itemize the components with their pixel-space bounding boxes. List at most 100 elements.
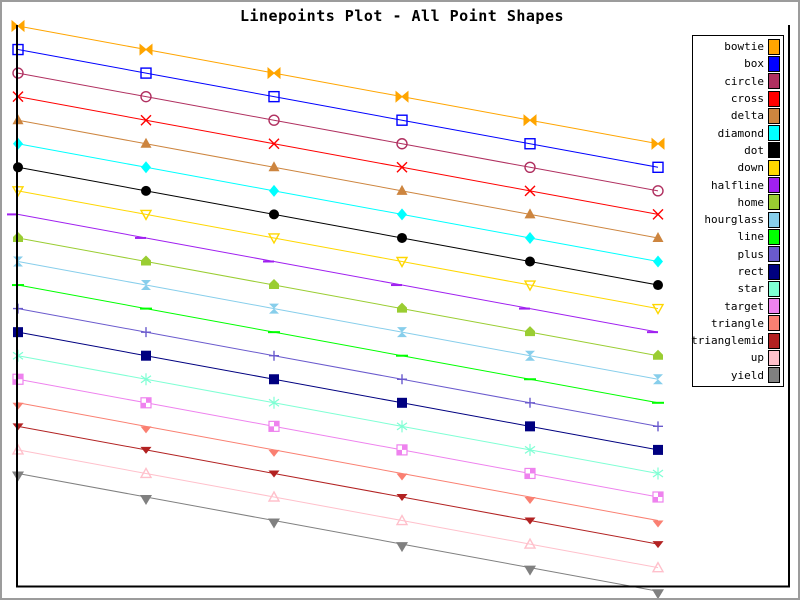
- marker-dot-icon: [525, 256, 535, 267]
- legend-label: bowtie: [724, 40, 764, 54]
- series-hourglass: [13, 256, 663, 385]
- marker-target-icon: [525, 473, 530, 479]
- marker-up-icon: [267, 490, 281, 502]
- series-line-triangle: [17, 402, 659, 522]
- marker-circle-icon: [652, 185, 664, 197]
- series-line: [12, 284, 664, 404]
- marker-delta-icon: [652, 231, 664, 242]
- marker-star-icon: [524, 443, 536, 456]
- marker-up-icon: [651, 561, 665, 573]
- legend-label: trianglemid: [691, 334, 764, 348]
- marker-hourglass-icon: [525, 350, 535, 361]
- marker-up-icon: [395, 514, 409, 526]
- marker-circle-icon: [268, 114, 280, 126]
- legend-swatch-plus-icon: [768, 246, 780, 263]
- marker-trianglemid-icon: [268, 470, 280, 478]
- series-down: [11, 186, 665, 316]
- marker-rect-icon: [397, 397, 407, 408]
- marker-star-icon: [396, 420, 408, 433]
- series-line-home: [17, 237, 659, 357]
- series-cross: [12, 91, 664, 220]
- marker-plus-icon: [653, 421, 663, 432]
- legend-swatch-home-icon: [768, 194, 780, 211]
- marker-up-icon: [139, 467, 153, 479]
- marker-plus-icon: [141, 327, 151, 338]
- series-rect: [13, 327, 663, 455]
- marker-yield-icon: [396, 542, 408, 553]
- marker-hourglass-icon: [653, 374, 663, 385]
- series-yield: [12, 471, 664, 598]
- axes: [16, 25, 790, 588]
- marker-delta-icon: [140, 137, 152, 148]
- legend-swatch-cross-icon: [768, 90, 780, 107]
- marker-rect-icon: [269, 374, 279, 385]
- legend-swatch-box-icon: [768, 55, 780, 72]
- marker-cross-icon: [396, 161, 408, 173]
- marker-circle-icon: [140, 90, 152, 103]
- legend-swatch-triangle-icon: [768, 315, 780, 332]
- marker-yield-icon: [652, 589, 664, 598]
- marker-diamond-icon: [397, 208, 407, 221]
- marker-down-icon: [651, 303, 665, 316]
- marker-star-icon: [652, 467, 664, 480]
- series-circle: [12, 67, 664, 197]
- marker-delta-icon: [524, 208, 536, 219]
- series-line-halfline: [17, 213, 659, 333]
- legend-label: triangle: [711, 316, 764, 330]
- marker-trianglemid-icon: [524, 517, 536, 525]
- marker-bowtie-icon: [267, 67, 281, 80]
- marker-target-icon: [141, 402, 146, 408]
- legend-label: dot: [744, 143, 764, 157]
- marker-diamond-icon: [653, 255, 663, 268]
- legend-label: diamond: [717, 126, 764, 140]
- marker-box-icon: [268, 90, 280, 103]
- marker-home-icon: [397, 302, 407, 313]
- legend-swatch-star-icon: [768, 280, 780, 297]
- series-line-trianglemid: [17, 425, 659, 545]
- marker-circle-icon: [524, 161, 536, 174]
- series-up: [11, 443, 665, 573]
- legend-label: circle: [724, 74, 764, 88]
- series-line-diamond: [17, 143, 659, 262]
- legend-swatch-halfline-icon: [768, 177, 780, 194]
- legend-swatch-hourglass-icon: [768, 211, 780, 228]
- legend-label: cross: [730, 92, 764, 106]
- legend-item-down: down: [693, 159, 783, 176]
- legend-item-hourglass: hourglass: [693, 211, 783, 228]
- marker-diamond-icon: [525, 231, 535, 244]
- series-line-plus: [17, 308, 659, 427]
- marker-triangle-icon: [652, 520, 664, 528]
- legend-item-star: star: [693, 280, 783, 297]
- legend-swatch-up-icon: [768, 349, 780, 366]
- marker-down-icon: [267, 233, 281, 245]
- legend-label: target: [724, 299, 764, 313]
- marker-target-icon: [13, 379, 18, 385]
- marker-trianglemid-icon: [652, 541, 664, 549]
- marker-home-icon: [141, 255, 151, 266]
- marker-cross-icon: [268, 138, 280, 150]
- legend-item-dot: dot: [693, 142, 783, 159]
- legend-label: rect: [737, 265, 765, 278]
- legend-box: bowtie box circle cross delta diamond dot down h…: [691, 35, 784, 387]
- legend-item-bowtie: bowtie: [693, 38, 783, 55]
- marker-plus-icon: [269, 350, 279, 361]
- legend-label: delta: [730, 109, 764, 123]
- marker-rect-icon: [141, 350, 151, 361]
- series-line-bowtie: [17, 25, 659, 145]
- marker-dot-icon: [141, 185, 151, 196]
- marker-up-icon: [523, 537, 537, 549]
- legend-item-cross: cross: [693, 90, 783, 107]
- series-line-line: [17, 284, 659, 404]
- legend-label: home: [737, 195, 765, 209]
- series-plus: [13, 303, 663, 432]
- series-bowtie: [11, 19, 665, 150]
- marker-diamond-icon: [269, 184, 279, 197]
- legend-item-plus: plus: [693, 246, 783, 263]
- legend-item-delta: delta: [693, 107, 783, 124]
- legend-item-triangle: triangle: [693, 315, 783, 332]
- marker-hourglass-icon: [269, 303, 279, 314]
- series-target: [12, 373, 664, 503]
- series-line-star: [17, 355, 659, 474]
- marker-home-icon: [653, 349, 663, 360]
- legend-swatch-bowtie-icon: [768, 38, 780, 55]
